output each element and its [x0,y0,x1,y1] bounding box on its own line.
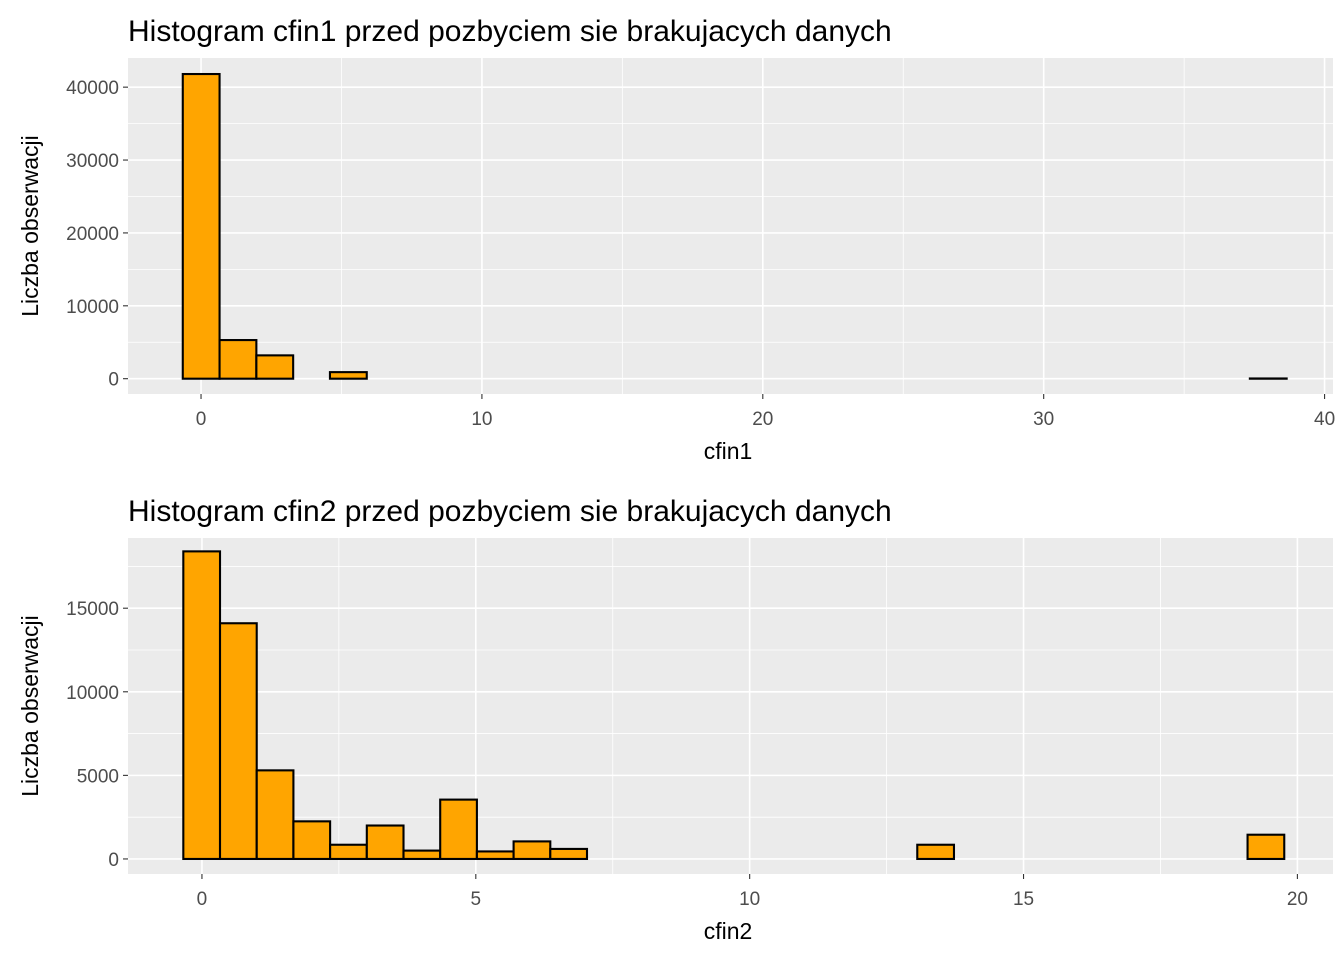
x-tick-label: 10 [471,409,492,430]
histogram-bar [1246,833,1286,861]
y-tick-label: 40000 [66,78,119,99]
histogram-bar [916,843,956,861]
histogram-panel-cfin1: Histogram cfin1 przed pozbyciem sie brak… [17,15,1335,464]
y-tick-label: 20000 [66,224,119,245]
y-tick-label: 10000 [66,683,119,704]
histogram-bar [329,843,368,861]
y-tick-label: 10000 [66,297,119,318]
plot-background [128,538,1333,874]
x-tick-label: 20 [1287,889,1308,910]
axis-ticks: 0 10 20 30 40 0 10000 20000 30000 40000 [66,78,1335,430]
x-tick-label: 30 [1033,409,1054,430]
histogram-bar [328,371,368,380]
y-tick-label: 0 [108,370,119,391]
histogram-bar [255,354,295,380]
chart-title: Histogram cfin1 przed pozbyciem sie brak… [128,15,892,48]
histogram-bar [475,850,515,861]
x-tick-label: 5 [471,889,482,910]
y-tick-label: 5000 [77,766,119,787]
x-tick-label: 10 [739,889,760,910]
x-tick-label: 40 [1314,409,1335,430]
histogram-bar [181,72,221,380]
histogram-bar [365,824,405,861]
y-tick-label: 30000 [66,151,119,172]
histogram-bar [182,550,222,861]
y-tick-label: 0 [108,850,119,871]
grid-lines [128,58,1333,394]
y-axis-title: Liczba obserwacji [17,615,43,797]
y-axis-title: Liczba obserwacji [17,135,43,317]
histogram-panel-cfin2: Histogram cfin2 przed pozbyciem sie brak… [17,495,1333,944]
histogram-bar [255,769,295,861]
histogram-bar [218,339,258,380]
x-tick-label: 0 [197,889,208,910]
histogram-bar [512,840,552,861]
plot-background [128,58,1333,394]
histogram-bar [218,622,258,861]
x-tick-label: 20 [752,409,773,430]
x-tick-label: 15 [1013,889,1034,910]
histogram-bars [181,72,1288,380]
histogram-bar [439,798,478,861]
chart-title: Histogram cfin2 przed pozbyciem sie brak… [128,495,892,528]
x-tick-label: 0 [196,409,207,430]
histogram-bar [402,849,442,861]
y-tick-label: 15000 [66,599,119,620]
axis-ticks: 0 5 10 15 20 0 5000 10000 15000 [66,599,1308,910]
histogram-bar [549,847,589,861]
histogram-bar [292,820,332,861]
histogram-bars [182,550,1286,861]
x-axis-title: cfin2 [704,918,753,944]
x-axis-title: cfin1 [704,438,753,464]
